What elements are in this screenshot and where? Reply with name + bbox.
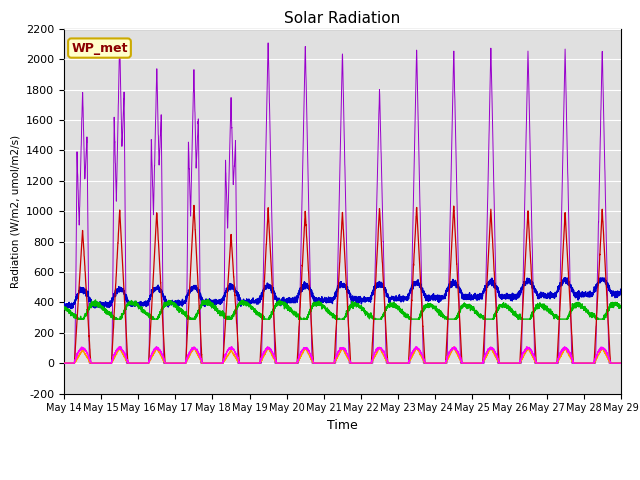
X-axis label: Time: Time: [327, 419, 358, 432]
Legend: Shortwave In, Shortwave Out, Longwave In, Longwave Out, PAR in, PAR out: Shortwave In, Shortwave Out, Longwave In…: [59, 479, 626, 480]
Text: WP_met: WP_met: [71, 42, 128, 55]
Title: Solar Radiation: Solar Radiation: [284, 11, 401, 26]
Y-axis label: Radiation (W/m2, umol/m2/s): Radiation (W/m2, umol/m2/s): [10, 134, 20, 288]
